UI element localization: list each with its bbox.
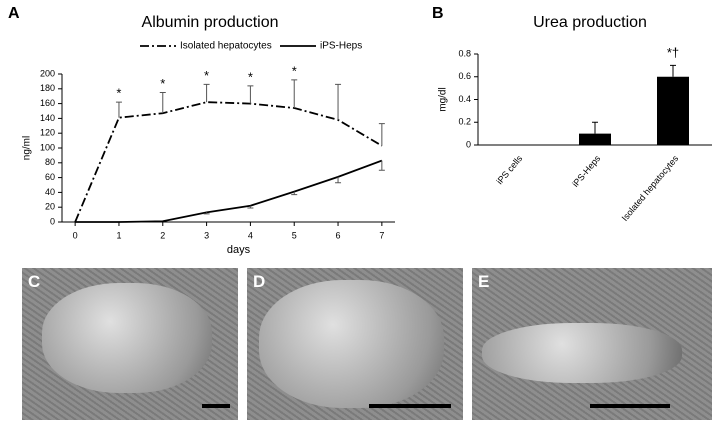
x-tick-label: 5	[292, 230, 297, 240]
annotation: *	[116, 86, 121, 101]
bar	[579, 133, 611, 145]
y-tick-label: 0.6	[458, 71, 471, 81]
y-axis-label: mg/dl	[438, 87, 449, 111]
sem-image: C	[22, 268, 238, 420]
x-tick-label: 0	[73, 230, 78, 240]
legend-label: iPS-Heps	[320, 41, 362, 52]
chart-title: Urea production	[533, 14, 647, 31]
legend-label: Isolated hepatocytes	[180, 41, 272, 52]
x-tick-label: 2	[160, 230, 165, 240]
x-tick-label: iPS cells	[495, 153, 525, 186]
error-bar	[670, 64, 676, 77]
y-tick-label: 100	[40, 142, 55, 152]
x-tick-label: 4	[248, 230, 253, 240]
annotation: *	[292, 63, 297, 78]
sem-image: E	[472, 268, 712, 420]
x-tick-label: 3	[204, 230, 209, 240]
y-tick-label: 0.4	[458, 94, 471, 104]
cell-cluster	[482, 323, 682, 383]
x-tick-label: 6	[336, 230, 341, 240]
error-bar	[291, 191, 298, 196]
error-bar	[378, 160, 385, 171]
y-tick-label: 0	[50, 216, 55, 226]
y-tick-label: 160	[40, 98, 55, 108]
scale-bar	[369, 404, 451, 408]
annotation: *	[160, 76, 165, 91]
error-bar	[247, 85, 254, 104]
error-bar	[159, 92, 166, 114]
error-bar	[335, 176, 342, 184]
series-line	[75, 159, 383, 223]
series-line	[74, 101, 383, 223]
y-tick-label: 40	[45, 187, 55, 197]
chart-title: Albumin production	[142, 14, 279, 31]
error-bar	[203, 83, 210, 103]
y-tick-label: 0.8	[458, 48, 471, 58]
error-bar	[378, 123, 385, 146]
x-tick-label: 1	[116, 230, 121, 240]
sem-image: D	[247, 268, 463, 420]
cell-cluster	[259, 280, 444, 408]
error-bar	[247, 205, 254, 209]
error-bar	[335, 83, 342, 120]
y-tick-label: 140	[40, 113, 55, 123]
x-axis-label: days	[227, 244, 251, 256]
x-tick-label: Isolated hepatocytes	[620, 153, 681, 223]
panel-label: B	[432, 5, 444, 22]
cell-cluster	[42, 283, 212, 393]
x-tick-label: iPS-Heps	[570, 153, 602, 189]
y-tick-label: 60	[45, 172, 55, 182]
panel-label: D	[253, 272, 266, 291]
error-bar	[291, 79, 298, 109]
y-tick-label: 20	[45, 202, 55, 212]
error-bar	[592, 121, 598, 134]
y-tick-label: 200	[40, 68, 55, 78]
error-bar	[203, 212, 210, 215]
x-tick-label: 7	[379, 230, 384, 240]
y-tick-label: 120	[40, 128, 55, 138]
y-axis-label: ng/ml	[22, 136, 33, 160]
annotation: *†	[667, 45, 679, 60]
y-tick-label: 80	[45, 157, 55, 167]
bar	[657, 76, 689, 145]
y-tick-label: 0.2	[458, 117, 471, 127]
annotation: *	[248, 69, 253, 84]
annotation: *	[204, 68, 209, 83]
panel-label: E	[478, 272, 490, 291]
panel-label: A	[8, 5, 20, 22]
y-tick-label: 180	[40, 83, 55, 93]
y-tick-label: 0	[466, 139, 471, 149]
scale-bar	[590, 404, 670, 408]
scale-bar	[202, 404, 230, 408]
error-bar	[115, 101, 122, 118]
panel-label: C	[28, 272, 41, 291]
